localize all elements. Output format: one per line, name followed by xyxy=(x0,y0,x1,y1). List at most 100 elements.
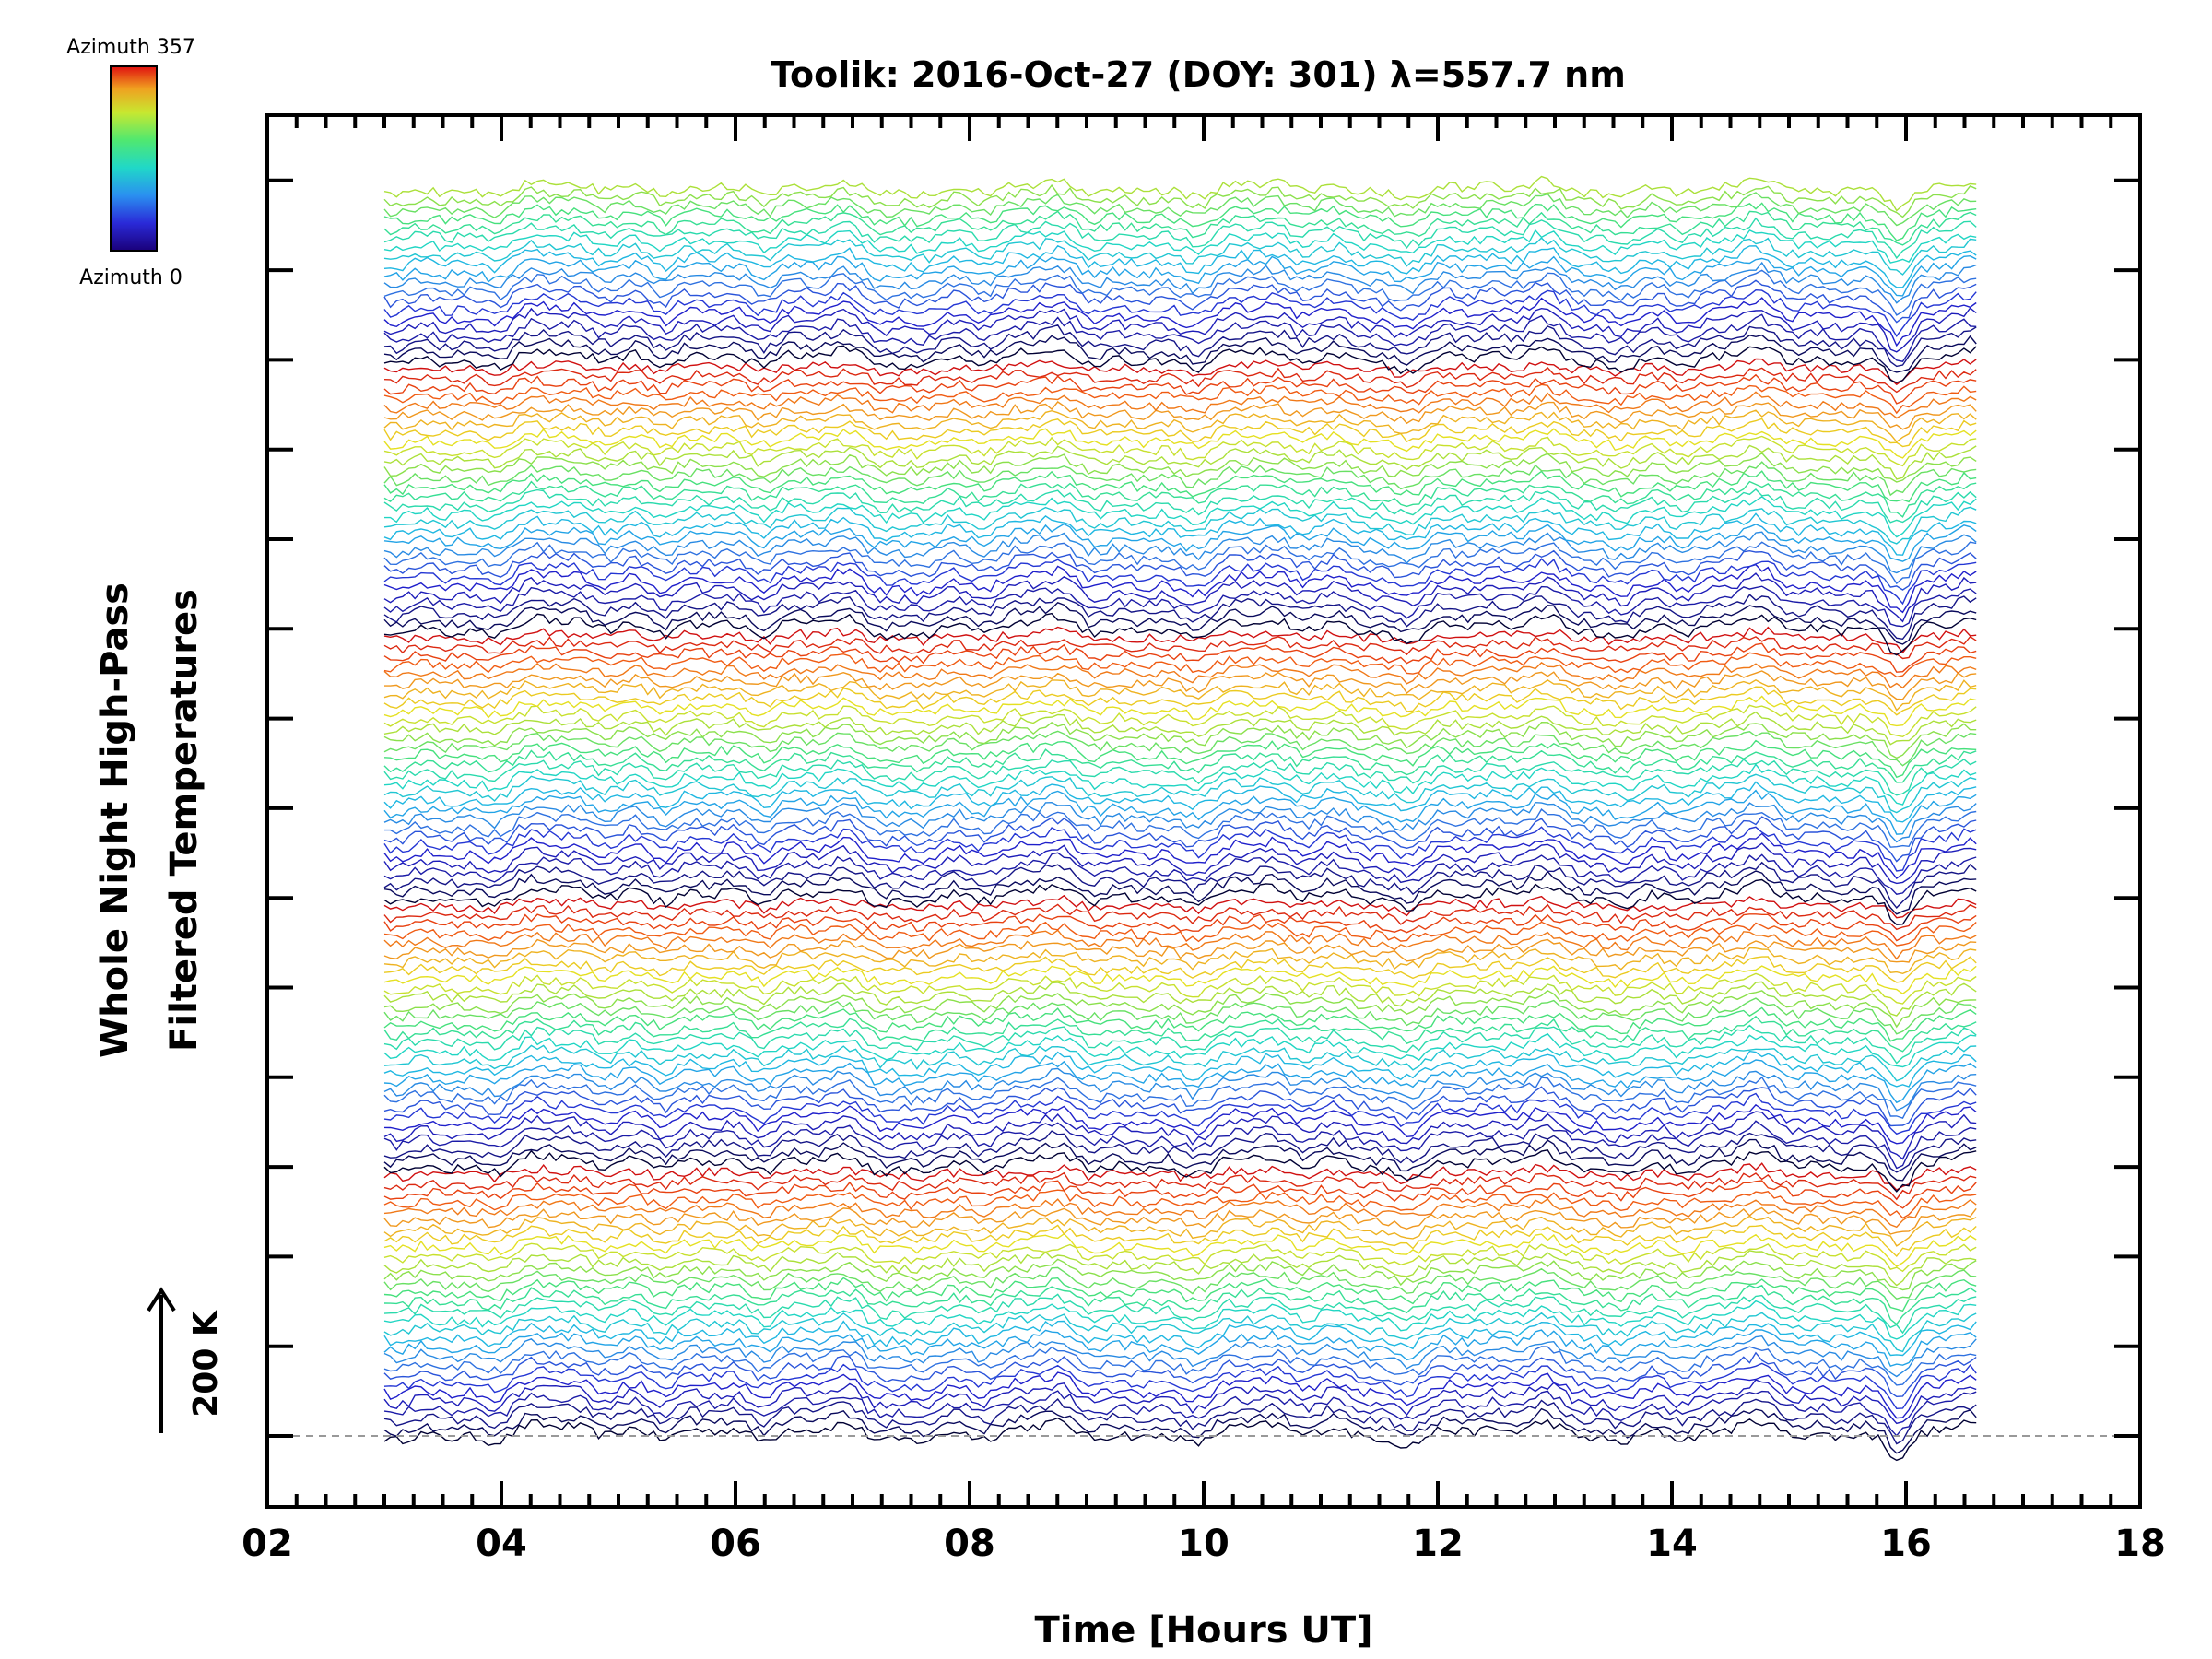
temperature-trace xyxy=(383,832,1977,879)
temperature-trace xyxy=(383,1371,1977,1419)
temperature-trace xyxy=(383,279,1977,324)
temperature-trace xyxy=(383,1076,1977,1120)
temperature-trace xyxy=(383,947,1977,975)
temperature-trace xyxy=(383,1206,1977,1235)
temperature-trace xyxy=(383,894,1977,919)
temperature-trace xyxy=(383,523,1977,562)
temperature-trace xyxy=(383,1250,1977,1287)
temperature-trace xyxy=(383,572,1977,623)
temperature-trace xyxy=(383,409,1977,443)
temperature-trace xyxy=(383,367,1977,394)
temperature-trace xyxy=(383,972,1977,1005)
temperature-trace xyxy=(383,1067,1977,1112)
temperature-trace xyxy=(383,956,1977,983)
temperature-trace xyxy=(383,444,1977,480)
temperature-trace xyxy=(383,549,1977,591)
temperature-trace xyxy=(383,183,1977,218)
x-tick-label: 14 xyxy=(1646,1523,1698,1565)
temperature-trace xyxy=(383,601,1977,645)
temperature-trace xyxy=(383,997,1977,1035)
temperature-trace xyxy=(383,981,1977,1017)
temperature-trace xyxy=(383,1351,1977,1398)
temperature-trace xyxy=(383,254,1977,297)
temperature-trace xyxy=(383,1362,1977,1410)
temperature-trace xyxy=(383,870,1977,915)
x-tick-label: 08 xyxy=(944,1523,995,1565)
x-tick-label: 12 xyxy=(1412,1523,1464,1565)
temperature-trace xyxy=(383,461,1977,497)
temperature-trace xyxy=(383,585,1977,628)
x-tick-label: 02 xyxy=(241,1523,293,1565)
temperature-trace xyxy=(383,929,1977,960)
temperature-trace xyxy=(383,1171,1977,1201)
temperature-trace xyxy=(383,903,1977,931)
scale-bar: 200 K xyxy=(147,1287,225,1433)
temperature-trace xyxy=(383,1390,1977,1437)
temperature-trace xyxy=(383,695,1977,727)
temperature-trace xyxy=(383,401,1977,430)
temperature-trace xyxy=(383,345,1977,383)
temperature-trace xyxy=(384,670,1977,700)
temperature-trace xyxy=(383,1162,1977,1191)
temperature-trace xyxy=(383,1232,1977,1267)
temperature-trace xyxy=(383,418,1977,448)
temperature-trace xyxy=(383,217,1977,260)
temperature-trace xyxy=(383,861,1977,909)
temperature-trace xyxy=(383,1111,1977,1160)
temperature-trace xyxy=(383,1300,1977,1340)
azimuth-legend: Azimuth 357 Azimuth 0 xyxy=(66,36,195,289)
temperature-trace xyxy=(383,626,1977,654)
temperature-trace xyxy=(383,288,1977,337)
temperature-trace xyxy=(383,842,1977,885)
temperature-trace xyxy=(383,1335,1977,1378)
temperature-trace xyxy=(383,244,1977,288)
temperature-trace xyxy=(383,1138,1977,1182)
temperature-trace xyxy=(383,358,1977,386)
temperature-trace xyxy=(383,1086,1977,1127)
temperature-trace xyxy=(383,452,1977,483)
x-axis-ticks xyxy=(265,115,2142,1507)
temperature-trace xyxy=(383,1329,1977,1368)
temperature-trace xyxy=(383,721,1977,759)
temperature-trace xyxy=(383,1266,1977,1300)
temperature-trace xyxy=(383,1092,1977,1135)
temperature-trace xyxy=(383,1417,1977,1462)
temperature-trace xyxy=(383,229,1977,264)
temperature-trace xyxy=(383,1312,1977,1353)
temperature-trace xyxy=(384,496,1977,538)
legend-colorbar xyxy=(110,65,158,252)
temperature-trace xyxy=(383,210,1977,246)
x-tick-label: 06 xyxy=(710,1523,761,1565)
temperature-trace xyxy=(383,175,1977,212)
temperature-trace xyxy=(383,307,1977,353)
temperature-trace xyxy=(383,1059,1977,1104)
temperature-trace xyxy=(383,1197,1977,1229)
x-tick-label: 18 xyxy=(2114,1523,2166,1565)
temperature-trace xyxy=(383,763,1977,806)
y-axis-label: Whole Night High-Pass Filtered Temperatu… xyxy=(94,582,206,1058)
temperature-trace xyxy=(383,488,1977,524)
temperature-trace xyxy=(383,1293,1977,1335)
temperature-trace xyxy=(383,1224,1977,1258)
temperature-trace xyxy=(383,1120,1977,1170)
temperature-trace xyxy=(383,1130,1977,1173)
temperature-trace xyxy=(383,531,1977,574)
temperature-trace xyxy=(383,512,1977,556)
temperature-trace xyxy=(383,852,1977,895)
temperature-trace xyxy=(383,801,1977,843)
temperature-trace xyxy=(383,192,1977,227)
temperature-trace xyxy=(383,202,1977,241)
temperature-trace xyxy=(383,826,1977,872)
temperature-trace xyxy=(383,261,1977,304)
temperature-trace xyxy=(383,816,1977,863)
temperature-trace xyxy=(383,704,1977,738)
y-axis-ticks xyxy=(267,178,2140,1438)
temperature-trace xyxy=(383,558,1977,606)
temperature-trace xyxy=(383,748,1977,783)
x-tick-label: 10 xyxy=(1178,1523,1230,1565)
temperature-trace xyxy=(383,373,1977,405)
temperature-trace xyxy=(383,1006,1977,1042)
scale-bar-arrow-head xyxy=(147,1287,176,1312)
temperature-trace xyxy=(383,878,1977,925)
